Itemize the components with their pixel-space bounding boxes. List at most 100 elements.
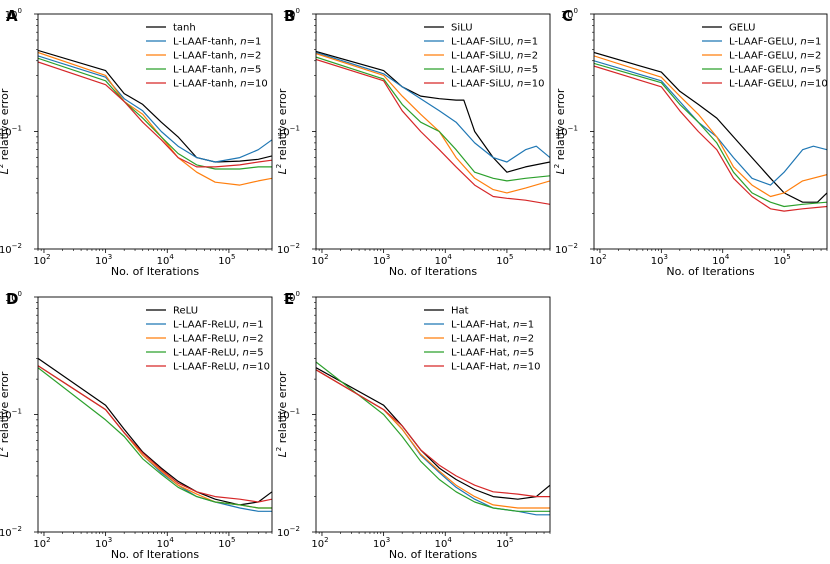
x-axis-label: No. of Iterations	[666, 265, 755, 278]
legend-n-symbol: n	[243, 320, 249, 331]
legend-label-0: SiLU	[451, 23, 473, 34]
legend-label-0: tanh	[173, 23, 196, 34]
x-tick-label: 102	[589, 253, 606, 267]
series-line-4	[594, 65, 827, 212]
legend-n-symbol: n	[800, 79, 806, 90]
series-line-0	[38, 49, 272, 163]
y-tick-exp: 0	[18, 290, 22, 298]
x-tick-exp: 4	[447, 253, 452, 261]
x-tick-label: 103	[95, 253, 112, 267]
y-axis-label: L2 relative error	[275, 88, 289, 174]
legend-name: ReLU	[173, 306, 198, 317]
y-label-rest: relative error	[0, 371, 11, 443]
y-tick-label: 10−2	[555, 242, 578, 256]
y-label-prefix: L	[0, 451, 11, 457]
legend-n-value: 10	[532, 79, 545, 90]
y-tick-exp: −1	[568, 125, 578, 133]
legend-name: L-LAAF-Hat,	[451, 348, 513, 359]
legend-n-symbol: n	[517, 65, 523, 76]
legend-name: L-LAAF-tanh,	[173, 37, 240, 48]
y-tick-base: 10	[283, 10, 296, 21]
x-tick-label: 103	[373, 253, 390, 267]
series-line-4	[38, 365, 272, 503]
series-line-3	[316, 361, 550, 512]
legend-name: L-LAAF-SiLU,	[451, 65, 517, 76]
y-label-prefix: L	[554, 168, 567, 174]
legend-label-2: L-LAAF-ReLU, n=2	[173, 334, 264, 345]
x-tick-exp: 3	[386, 253, 390, 261]
legend-name: L-LAAF-tanh,	[173, 65, 240, 76]
series-line-4	[316, 369, 550, 498]
legend-n-value: 10	[815, 79, 828, 90]
legend-label-3: L-LAAF-ReLU, n=5	[173, 348, 264, 359]
panel-letter: A	[6, 7, 18, 25]
legend-n-value: 2	[255, 51, 261, 62]
x-tick-exp: 5	[231, 253, 235, 261]
legend-name: SiLU	[451, 23, 473, 34]
y-tick-label: 100	[5, 7, 22, 21]
y-tick-exp: 0	[574, 7, 578, 15]
legend-n-eq: =	[523, 37, 531, 48]
y-tick-label: 10−2	[0, 525, 22, 539]
legend-n-eq: =	[249, 334, 257, 345]
legend-label-1: L-LAAF-ReLU, n=1	[173, 320, 264, 331]
y-tick-exp: −1	[290, 408, 300, 416]
legend-n-eq: =	[519, 348, 527, 359]
legend-n-value: 10	[528, 362, 541, 373]
y-label-prefix: L	[276, 168, 289, 174]
x-tick-exp: 3	[108, 253, 112, 261]
legend-name: L-LAAF-ReLU,	[173, 348, 243, 359]
x-tick-base: 10	[373, 256, 386, 267]
legend-label-3: L-LAAF-GELU, n=5	[729, 65, 821, 76]
x-tick-base: 10	[373, 539, 386, 550]
x-tick-label: 105	[496, 253, 513, 267]
x-tick-base: 10	[589, 256, 602, 267]
x-tick-exp: 2	[602, 253, 606, 261]
x-tick-exp: 2	[324, 536, 328, 544]
legend-n-eq: =	[249, 320, 257, 331]
x-tick-exp: 5	[231, 536, 235, 544]
series-line-3	[38, 57, 272, 170]
legend-name: L-LAAF-GELU,	[729, 37, 800, 48]
x-tick-base: 10	[496, 539, 509, 550]
series-group	[316, 361, 550, 516]
x-tick-exp: 3	[386, 536, 390, 544]
legend-n-symbol: n	[800, 37, 806, 48]
y-tick-label: 10−1	[277, 408, 300, 422]
legend-n-value: 1	[815, 37, 821, 48]
legend-name: L-LAAF-GELU,	[729, 79, 800, 90]
y-label-rest: relative error	[0, 88, 11, 160]
legend-n-value: 10	[255, 79, 268, 90]
legend-label-4: L-LAAF-ReLU, n=10	[173, 362, 270, 373]
legend-n-value: 1	[528, 320, 534, 331]
legend-n-eq: =	[807, 37, 815, 48]
legend-label-1: L-LAAF-tanh, n=1	[173, 37, 261, 48]
x-tick-label: 105	[773, 253, 790, 267]
legend-n-value: 5	[815, 65, 821, 76]
y-axis-label: L2 relative error	[553, 88, 567, 174]
legend-n-eq: =	[519, 362, 527, 373]
x-tick-base: 10	[311, 256, 324, 267]
legend-n-eq: =	[247, 79, 255, 90]
legend-n-eq: =	[807, 51, 815, 62]
legend-n-value: 1	[257, 320, 263, 331]
legend-label-4: L-LAAF-Hat, n=10	[451, 362, 541, 373]
legend-n-eq: =	[249, 362, 257, 373]
legend-name: L-LAAF-SiLU,	[451, 37, 517, 48]
legend-name: Hat	[451, 306, 469, 317]
legend-n-eq: =	[807, 79, 815, 90]
legend-name: L-LAAF-SiLU,	[451, 51, 517, 62]
y-tick-base: 10	[561, 10, 574, 21]
legend-n-value: 1	[532, 37, 538, 48]
y-tick-base: 10	[277, 128, 290, 139]
x-axis-label: No. of Iterations	[389, 548, 478, 561]
series-line-1	[594, 60, 827, 186]
x-tick-exp: 4	[169, 253, 174, 261]
legend-label-4: L-LAAF-tanh, n=10	[173, 79, 268, 90]
panel-letter: D	[6, 290, 18, 308]
y-tick-base: 10	[0, 528, 12, 539]
legend-n-value: 2	[815, 51, 821, 62]
y-tick-base: 10	[0, 411, 12, 422]
